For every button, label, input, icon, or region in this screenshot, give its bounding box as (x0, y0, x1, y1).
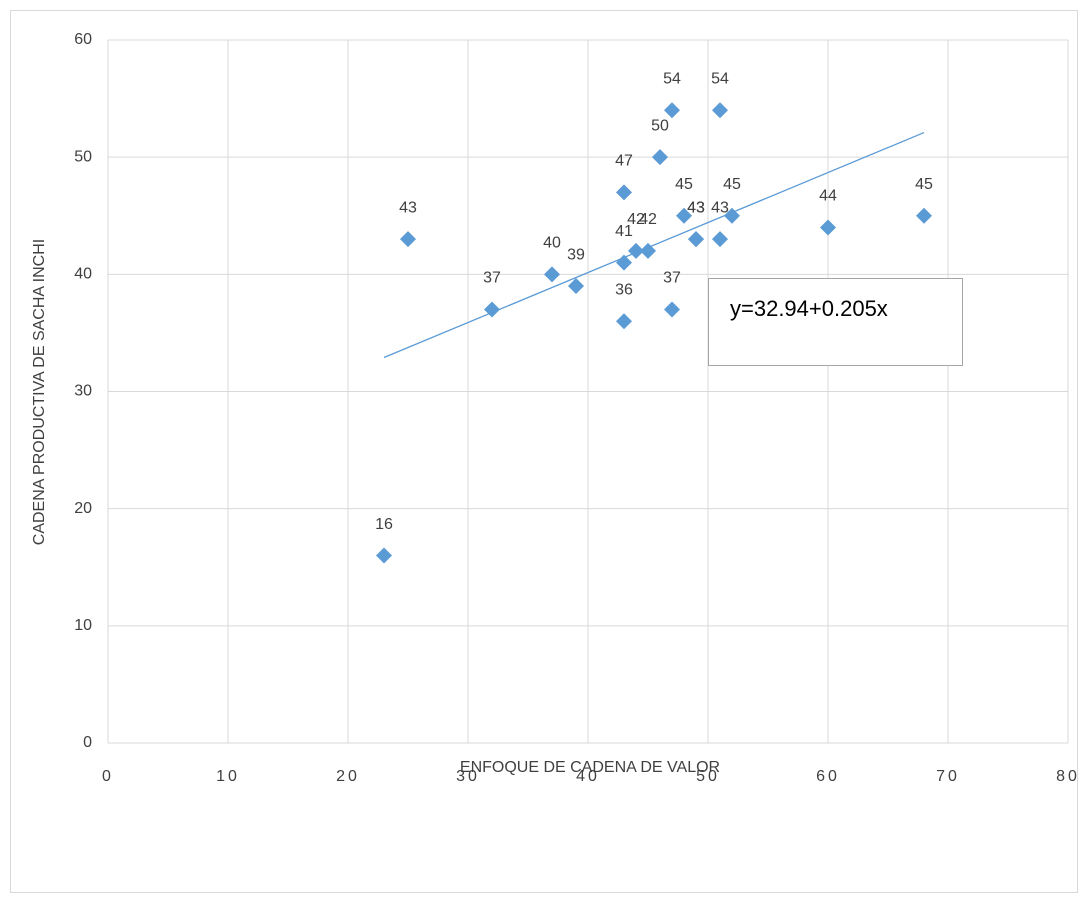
y-tick-label: 40 (74, 266, 92, 283)
x-tick-label: 10 (216, 768, 240, 785)
x-tick-label: 70 (936, 768, 960, 785)
data-point (712, 102, 728, 119)
data-point (712, 231, 728, 248)
data-label: 41 (615, 223, 633, 240)
trendline (383, 131, 925, 359)
y-tick-label: 30 (74, 383, 92, 400)
data-point (724, 207, 740, 224)
y-axis-title: CADENA PRODUCTIVA DE SACHA INCHI (31, 239, 48, 545)
data-label: 36 (615, 281, 633, 298)
x-tick-label: 20 (336, 768, 360, 785)
y-tick-label: 0 (83, 734, 92, 751)
data-point (376, 547, 392, 564)
data-label: 44 (819, 188, 837, 205)
data-point (820, 219, 836, 236)
x-tick-label: 0 (102, 768, 114, 785)
data-label: 43 (687, 199, 705, 216)
data-label: 16 (375, 516, 393, 533)
data-point (640, 242, 656, 259)
data-label: 45 (915, 176, 933, 193)
data-point (916, 207, 932, 224)
x-tick-label: 60 (816, 768, 840, 785)
x-axis-title: ENFOQUE DE CADENA DE VALOR (460, 759, 720, 776)
data-label: 43 (711, 199, 729, 216)
y-tick-label: 60 (74, 31, 92, 48)
data-label: 54 (711, 71, 729, 88)
data-point (568, 278, 584, 295)
equation: y=32.94+0.205x (730, 296, 888, 321)
data-label: 47 (615, 153, 633, 170)
y-tick-label: 10 (74, 617, 92, 634)
data-label: 45 (675, 176, 693, 193)
equation-box (708, 278, 963, 366)
data-label: 54 (663, 71, 681, 88)
data-label: 42 (639, 211, 657, 228)
data-point (688, 231, 704, 248)
data-point (664, 301, 680, 318)
data-label: 37 (663, 270, 681, 287)
data-point (664, 102, 680, 119)
data-label: 43 (687, 199, 705, 216)
data-point (616, 184, 632, 201)
data-label: 42 (627, 211, 645, 228)
data-point (676, 207, 692, 224)
data-label: 45 (723, 176, 741, 193)
y-tick-label: 50 (74, 148, 92, 165)
data-point (616, 313, 632, 330)
x-tick-label: 50 (696, 768, 720, 785)
data-point (484, 301, 500, 318)
data-label: 50 (651, 117, 669, 134)
data-point (544, 266, 560, 283)
x-tick-label: 40 (576, 768, 600, 785)
x-tick-label: 30 (456, 768, 480, 785)
data-label: 39 (567, 246, 585, 263)
data-point (400, 231, 416, 248)
x-tick-label: 80 (1056, 768, 1080, 785)
data-label: 40 (543, 235, 561, 252)
data-point (652, 149, 668, 166)
data-label: 37 (483, 270, 501, 287)
data-label: 43 (399, 199, 417, 216)
y-tick-label: 20 (74, 500, 92, 517)
